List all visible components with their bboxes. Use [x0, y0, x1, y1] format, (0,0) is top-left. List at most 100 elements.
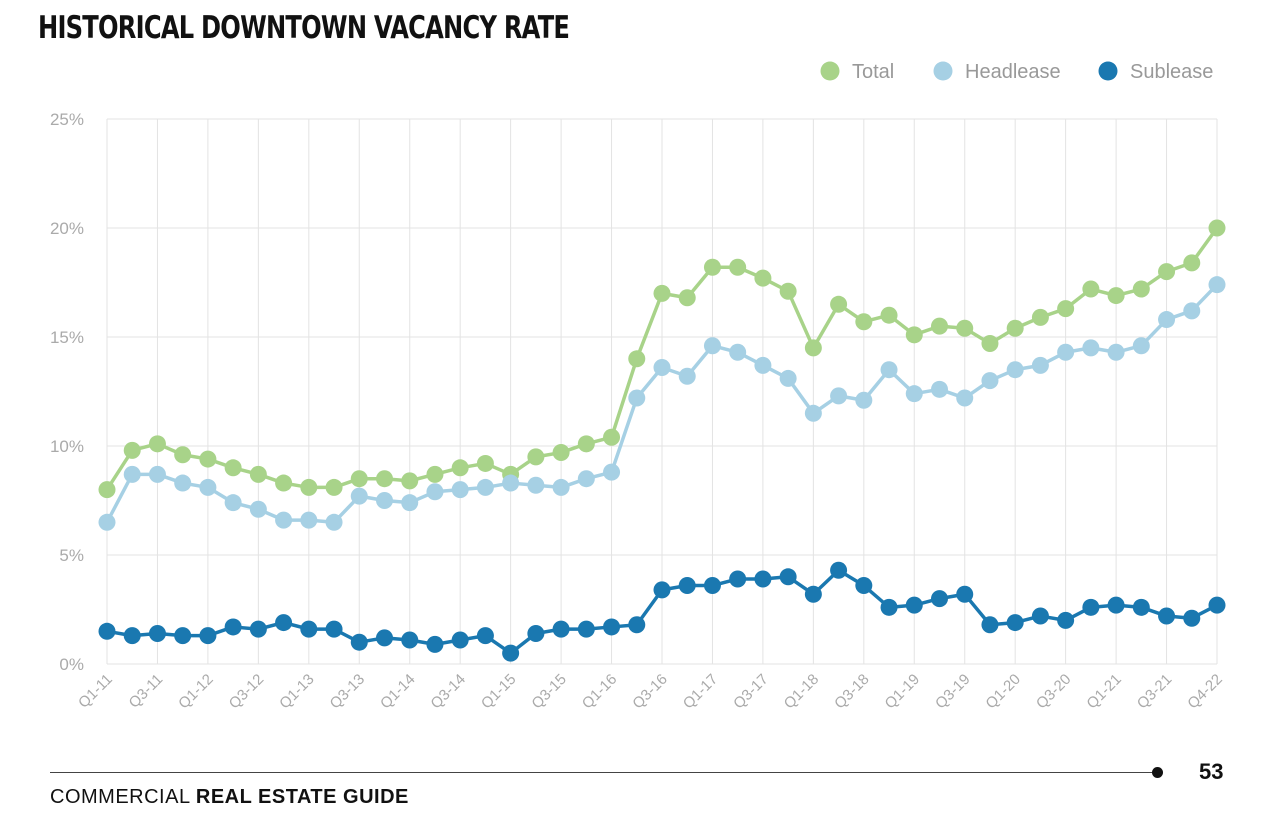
y-tick-label: 5% [59, 546, 84, 565]
data-point-sublease [275, 614, 293, 632]
footer-divider [50, 772, 1158, 773]
x-tick-label: Q1-16 [579, 671, 621, 713]
data-point-total [931, 317, 948, 335]
data-point-sublease [199, 627, 217, 645]
x-tick-label: Q1-15 [478, 671, 520, 713]
data-point-sublease [148, 624, 166, 642]
x-tick-label: Q1-20 [983, 671, 1025, 713]
data-point-headlease [804, 404, 822, 422]
data-point-headlease [325, 513, 343, 531]
data-point-sublease [325, 620, 343, 638]
data-point-sublease [678, 577, 696, 595]
data-point-sublease [1183, 609, 1201, 627]
data-point-total [199, 450, 217, 468]
data-point-total [603, 428, 621, 446]
x-tick-label: Q3-16 [629, 671, 671, 713]
x-tick-label: Q3-14 [428, 671, 470, 713]
data-point-headlease [199, 478, 217, 496]
data-point-headlease [1158, 311, 1176, 329]
data-point-total [855, 313, 873, 331]
data-point-headlease [249, 500, 267, 518]
data-point-sublease [174, 627, 192, 645]
data-point-headlease [981, 372, 999, 390]
data-point-sublease [451, 631, 469, 649]
data-point-total [1031, 308, 1049, 326]
x-tick-label: Q3-19 [932, 671, 974, 713]
y-tick-label: 10% [50, 437, 84, 456]
footer-brand: COMMERCIAL REAL ESTATE GUIDE [50, 786, 409, 809]
data-point-headlease [401, 494, 419, 512]
data-point-sublease [502, 644, 520, 662]
data-point-sublease [653, 581, 671, 599]
data-point-headlease [527, 476, 545, 494]
data-point-sublease [931, 590, 948, 608]
data-point-total [981, 335, 999, 353]
data-point-headlease [451, 481, 469, 499]
y-tick-label: 0% [59, 655, 84, 674]
data-point-sublease [1107, 596, 1125, 614]
y-tick-label: 15% [50, 328, 84, 347]
data-point-sublease [603, 618, 621, 636]
legend-item-total: Total [820, 61, 894, 83]
x-tick-label: Q3-15 [528, 671, 570, 713]
data-point-total [1183, 254, 1201, 272]
data-point-sublease [1006, 614, 1024, 632]
data-point-sublease [476, 627, 494, 645]
data-point-headlease [1208, 276, 1226, 294]
data-point-total [577, 435, 595, 453]
data-point-sublease [376, 629, 393, 647]
legend-item-sublease: Sublease [1098, 61, 1213, 83]
data-point-headlease [174, 474, 192, 492]
x-tick-label: Q4-22 [1184, 671, 1226, 713]
data-point-headlease [275, 511, 293, 529]
data-point-headlease [956, 389, 974, 407]
data-point-total [1082, 280, 1100, 298]
legend-marker-headlease [933, 61, 953, 81]
data-point-total [779, 282, 797, 300]
y-axis: 0% 5% 10% 15% 20% 25% [50, 110, 84, 674]
data-point-total [350, 470, 368, 488]
data-point-sublease [754, 570, 772, 588]
data-point-total [300, 478, 318, 496]
data-point-sublease [1031, 607, 1049, 625]
data-point-total [830, 295, 848, 313]
data-point-total [956, 319, 974, 337]
series-total [98, 219, 1226, 499]
data-point-sublease [830, 561, 848, 579]
x-tick-label: Q1-14 [377, 671, 419, 713]
legend-label-sublease: Sublease [1130, 61, 1213, 83]
data-point-total [98, 481, 116, 499]
data-point-headlease [754, 356, 772, 374]
data-point-total [628, 350, 646, 368]
data-point-sublease [855, 577, 873, 595]
data-point-headlease [830, 387, 848, 405]
data-point-headlease [628, 389, 646, 407]
data-point-sublease [1057, 611, 1075, 629]
data-point-sublease [804, 585, 822, 603]
data-point-total [552, 444, 570, 462]
data-point-sublease [224, 618, 242, 636]
x-tick-label: Q3-21 [1134, 671, 1176, 713]
data-point-headlease [476, 478, 494, 496]
data-point-total [401, 472, 419, 490]
data-point-sublease [123, 627, 141, 645]
data-point-headlease [98, 513, 116, 531]
footer-brand-bold: REAL ESTATE GUIDE [195, 786, 409, 808]
data-point-total [174, 446, 192, 464]
data-point-headlease [779, 369, 797, 387]
data-point-total [804, 339, 822, 357]
data-point-headlease [552, 478, 570, 496]
data-point-sublease [905, 596, 923, 614]
data-point-total [376, 470, 393, 488]
data-point-headlease [502, 474, 520, 492]
data-point-total [678, 289, 696, 307]
data-point-total [325, 478, 343, 496]
x-tick-label: Q1-12 [175, 671, 217, 713]
data-point-sublease [300, 620, 318, 638]
data-point-sublease [1208, 596, 1226, 614]
x-axis: Q1-11 Q3-11 Q1-12 Q3-12 Q1-13 Q3-13 Q1-14 Q3-14… [75, 671, 1226, 713]
data-point-total [249, 465, 267, 483]
legend-marker-total [820, 61, 840, 81]
footer-dot [1152, 767, 1163, 778]
data-point-headlease [1082, 339, 1100, 357]
